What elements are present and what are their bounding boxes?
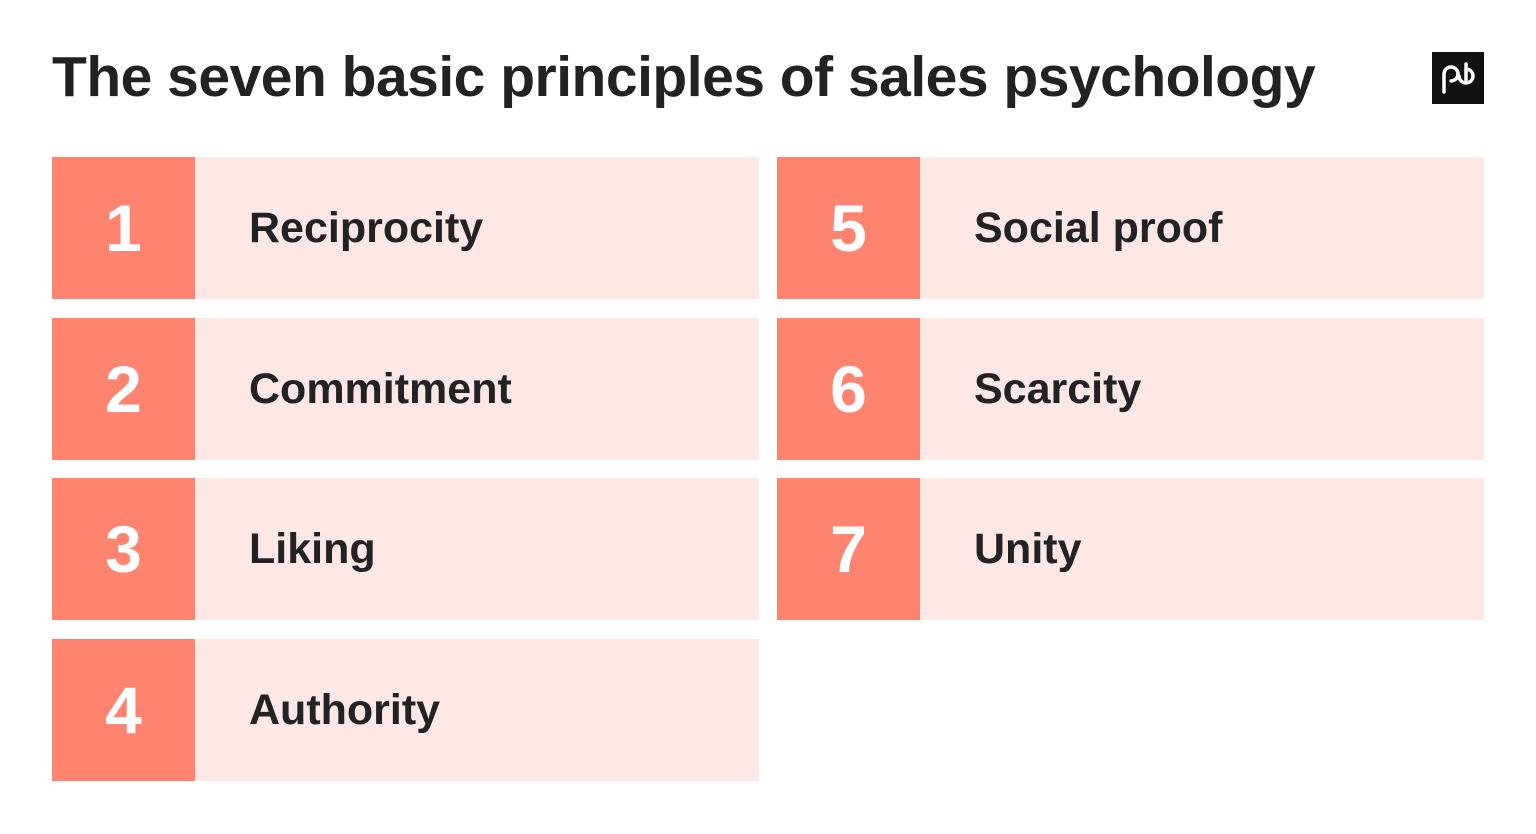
principle-card: 4 Authority <box>52 639 759 781</box>
principle-card: 3 Liking <box>52 478 759 620</box>
principle-card: 7 Unity <box>777 478 1484 620</box>
principle-card: 6 Scarcity <box>777 318 1484 460</box>
principle-label: Authority <box>249 685 441 734</box>
principle-number: 3 <box>52 478 195 620</box>
principle-label: Reciprocity <box>249 203 484 252</box>
principle-card: 1 Reciprocity <box>52 157 759 299</box>
principle-label: Commitment <box>249 364 512 413</box>
principle-label: Liking <box>249 524 376 573</box>
principle-card: 5 Social proof <box>777 157 1484 299</box>
principle-number: 1 <box>52 157 195 299</box>
principle-number: 6 <box>777 318 920 460</box>
logo <box>1432 52 1484 104</box>
principle-label: Scarcity <box>974 364 1142 413</box>
principle-number: 5 <box>777 157 920 299</box>
title: The seven basic principles of sales psyc… <box>52 45 1316 109</box>
principle-label: Unity <box>974 524 1082 573</box>
principle-number: 7 <box>777 478 920 620</box>
principle-label: Social proof <box>974 203 1223 252</box>
principle-card: 2 Commitment <box>52 318 759 460</box>
principle-number: 4 <box>52 639 195 781</box>
principle-number: 2 <box>52 318 195 460</box>
